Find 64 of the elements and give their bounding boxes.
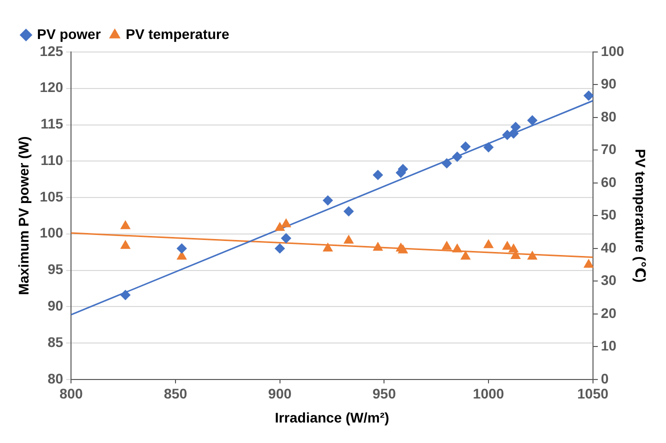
point bbox=[584, 90, 594, 101]
point bbox=[484, 142, 494, 152]
point bbox=[502, 241, 512, 250]
point bbox=[510, 122, 521, 132]
y-axis-title: Maximum PV power (W) bbox=[15, 136, 32, 296]
y2-tick-label: 20 bbox=[600, 304, 617, 321]
point bbox=[373, 242, 383, 251]
point bbox=[527, 251, 538, 260]
legend-label: PV temperature bbox=[126, 26, 230, 42]
point bbox=[281, 233, 292, 244]
y2-tick-label: 30 bbox=[600, 272, 617, 288]
point bbox=[120, 290, 130, 300]
point bbox=[344, 206, 354, 216]
point bbox=[372, 170, 383, 180]
y-tick-label: 85 bbox=[48, 334, 64, 350]
x-tick-label: 800 bbox=[59, 386, 84, 402]
point bbox=[442, 158, 452, 168]
x-tick-label: 1000 bbox=[472, 386, 504, 402]
point bbox=[452, 244, 462, 252]
point bbox=[176, 251, 187, 260]
y-tick-label: 115 bbox=[40, 116, 64, 132]
point bbox=[508, 128, 519, 138]
x-tick-label: 950 bbox=[372, 386, 396, 402]
point bbox=[120, 220, 130, 230]
y-tick-label: 90 bbox=[48, 298, 64, 314]
y2-tick-label: 80 bbox=[600, 108, 617, 124]
point bbox=[344, 235, 354, 244]
x-axis-title: Irradiance (W/m²) bbox=[274, 409, 390, 426]
point bbox=[120, 240, 130, 249]
point bbox=[322, 242, 333, 252]
point bbox=[508, 244, 518, 252]
y2-tick-label: 70 bbox=[600, 141, 617, 158]
point bbox=[442, 241, 452, 250]
point bbox=[460, 251, 470, 260]
y2-tick-label: 50 bbox=[600, 206, 617, 223]
point bbox=[452, 152, 462, 162]
point bbox=[275, 222, 285, 231]
point bbox=[460, 142, 471, 152]
point bbox=[527, 115, 538, 126]
point bbox=[398, 244, 408, 254]
y2-tick-label: 100 bbox=[600, 42, 624, 59]
y-tick-label: 80 bbox=[48, 370, 64, 386]
y2-tick-label: 60 bbox=[600, 174, 617, 190]
x-tick-label: 900 bbox=[268, 386, 292, 402]
y2-tick-label: 0 bbox=[600, 370, 609, 386]
y-tick-label: 110 bbox=[40, 152, 64, 168]
y-tick-label: 105 bbox=[40, 188, 64, 204]
y2-axis-title: PV temperature (℃) bbox=[632, 148, 649, 283]
y2-tick-label: 40 bbox=[600, 239, 617, 256]
y-tick-label: 120 bbox=[40, 79, 64, 96]
legend-label: PV power bbox=[37, 26, 102, 42]
x-tick-label: 1050 bbox=[577, 386, 609, 402]
y2-tick-label: 90 bbox=[600, 76, 617, 92]
point bbox=[484, 240, 494, 248]
x-tick-label: 850 bbox=[164, 386, 188, 402]
point bbox=[322, 195, 333, 206]
y-tick-label: 125 bbox=[40, 42, 64, 59]
y-tick-label: 100 bbox=[40, 224, 64, 241]
point bbox=[176, 243, 187, 254]
y2-tick-label: 10 bbox=[600, 338, 617, 354]
point bbox=[281, 218, 291, 228]
point bbox=[584, 259, 594, 268]
y-tick-label: 95 bbox=[48, 261, 64, 278]
point bbox=[274, 243, 285, 254]
